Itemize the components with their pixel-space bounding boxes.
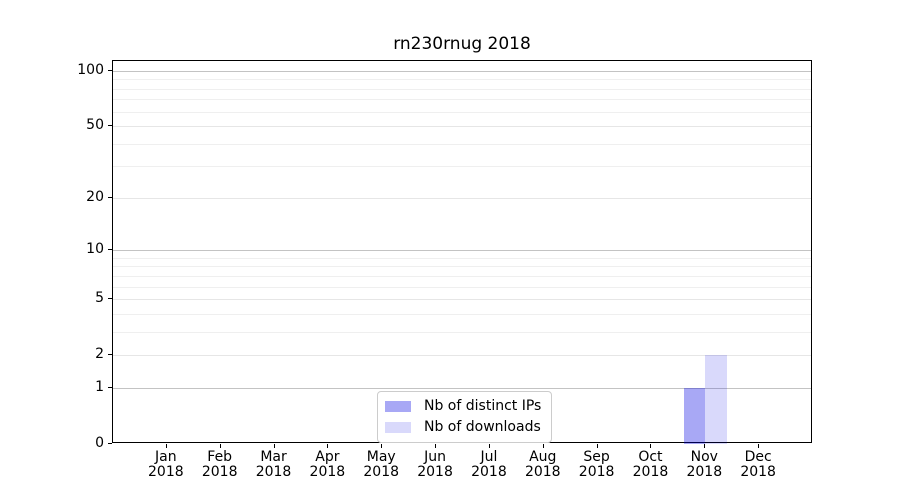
x-tick-year: 2018 <box>632 464 669 480</box>
x-tick-mark <box>273 444 275 448</box>
legend-swatch-downloads-icon <box>385 422 411 433</box>
x-tick-month: Aug <box>529 449 557 465</box>
minor-gridline <box>113 257 811 259</box>
minor-gridline <box>113 275 811 277</box>
x-tick-label: Mar 2018 <box>246 450 302 480</box>
minor-gridline <box>113 313 811 315</box>
x-tick-mark <box>758 444 760 448</box>
x-tick-month: Feb <box>207 449 233 465</box>
x-tick-mark <box>488 444 490 448</box>
x-tick-month: Sep <box>583 449 610 465</box>
x-tick-mark <box>650 444 652 448</box>
bars-layer <box>113 61 811 444</box>
major-gridline <box>113 387 811 389</box>
x-tick-month: Nov <box>690 449 718 465</box>
x-tick-year: 2018 <box>524 464 561 480</box>
x-tick-label: Dec 2018 <box>730 450 786 480</box>
plot-area <box>112 60 812 444</box>
x-tick-mark <box>219 444 221 448</box>
minor-gridline <box>113 331 811 333</box>
x-tick-year: 2018 <box>686 464 723 480</box>
x-tick-year: 2018 <box>578 464 615 480</box>
y-tick-mark <box>108 196 112 198</box>
y-tick-label: 50 <box>86 117 104 134</box>
x-tick-year: 2018 <box>309 464 346 480</box>
legend-item-downloads: Nb of downloads <box>385 419 541 436</box>
x-tick-year: 2018 <box>471 464 507 480</box>
minor-gridline <box>113 99 811 101</box>
minor-gridline <box>113 266 811 268</box>
major-gridline <box>113 299 811 301</box>
x-tick-year: 2018 <box>740 464 776 480</box>
y-tick-label: 0 <box>95 435 104 451</box>
legend-item-distinct-ips: Nb of distinct IPs <box>385 398 541 415</box>
y-tick-mark <box>108 125 112 127</box>
x-tick-month: Oct <box>638 449 663 465</box>
x-tick-month: Dec <box>744 449 772 465</box>
y-tick-label: 20 <box>86 188 104 205</box>
y-tick-label: 100 <box>77 62 104 78</box>
legend-label-distinct-ips: Nb of distinct IPs <box>424 398 542 414</box>
minor-gridline <box>113 79 811 81</box>
x-tick-month: Apr <box>315 449 340 465</box>
y-tick-mark <box>108 443 112 444</box>
y-tick-mark <box>108 249 112 251</box>
x-tick-mark <box>165 444 167 448</box>
y-tick-mark <box>108 70 112 71</box>
minor-gridline <box>113 166 811 168</box>
legend-swatch-distinct-ips-icon <box>385 401 411 412</box>
x-tick-label: Jun 2018 <box>407 450 463 480</box>
minor-gridline <box>113 286 811 288</box>
chart-title: rn230rnug 2018 <box>393 34 531 54</box>
x-tick-month: Jan <box>155 449 177 465</box>
bar-downloads <box>705 355 727 444</box>
x-tick-month: Jun <box>424 449 446 465</box>
x-tick-label: Aug 2018 <box>515 450 571 480</box>
legend: Nb of distinct IPs Nb of downloads <box>377 391 553 443</box>
x-tick-label: May 2018 <box>353 450 409 480</box>
x-tick-label: Jan 2018 <box>138 450 194 480</box>
x-tick-year: 2018 <box>255 464 292 480</box>
x-tick-year: 2018 <box>148 464 184 480</box>
x-tick-mark <box>596 444 598 448</box>
y-tick-label: 5 <box>95 290 104 307</box>
x-tick-year: 2018 <box>363 464 400 480</box>
y-tick-label: 2 <box>95 346 104 363</box>
major-gridline <box>113 250 811 252</box>
minor-gridline <box>113 143 811 145</box>
legend-label-downloads: Nb of downloads <box>424 419 541 435</box>
major-gridline <box>113 355 811 357</box>
y-tick-mark <box>108 298 112 300</box>
x-tick-mark <box>381 444 383 448</box>
minor-gridline <box>113 88 811 90</box>
x-tick-month: May <box>366 449 396 465</box>
x-tick-label: Sep 2018 <box>569 450 625 480</box>
y-tick-mark <box>108 354 112 356</box>
bar-distinct-ips <box>683 387 706 444</box>
x-tick-label: Nov 2018 <box>676 450 732 480</box>
major-gridline <box>113 71 811 72</box>
x-tick-mark <box>704 444 706 448</box>
grid-layer <box>113 61 811 442</box>
major-gridline <box>113 197 811 199</box>
x-tick-mark <box>435 444 437 448</box>
x-tick-label: Oct 2018 <box>622 450 678 480</box>
x-tick-label: Jul 2018 <box>461 450 517 480</box>
x-tick-month: Mar <box>260 449 287 465</box>
x-tick-month: Jul <box>480 449 498 465</box>
x-tick-label: Feb 2018 <box>192 450 248 480</box>
y-tick-mark <box>108 386 112 388</box>
x-tick-year: 2018 <box>201 464 238 480</box>
y-tick-label: 1 <box>95 378 104 395</box>
x-tick-label: Apr 2018 <box>299 450 355 480</box>
major-gridline <box>113 126 811 128</box>
x-tick-mark <box>542 444 544 448</box>
x-tick-mark <box>327 444 329 448</box>
y-tick-label: 10 <box>86 241 104 258</box>
x-tick-year: 2018 <box>417 464 453 480</box>
minor-gridline <box>113 111 811 113</box>
